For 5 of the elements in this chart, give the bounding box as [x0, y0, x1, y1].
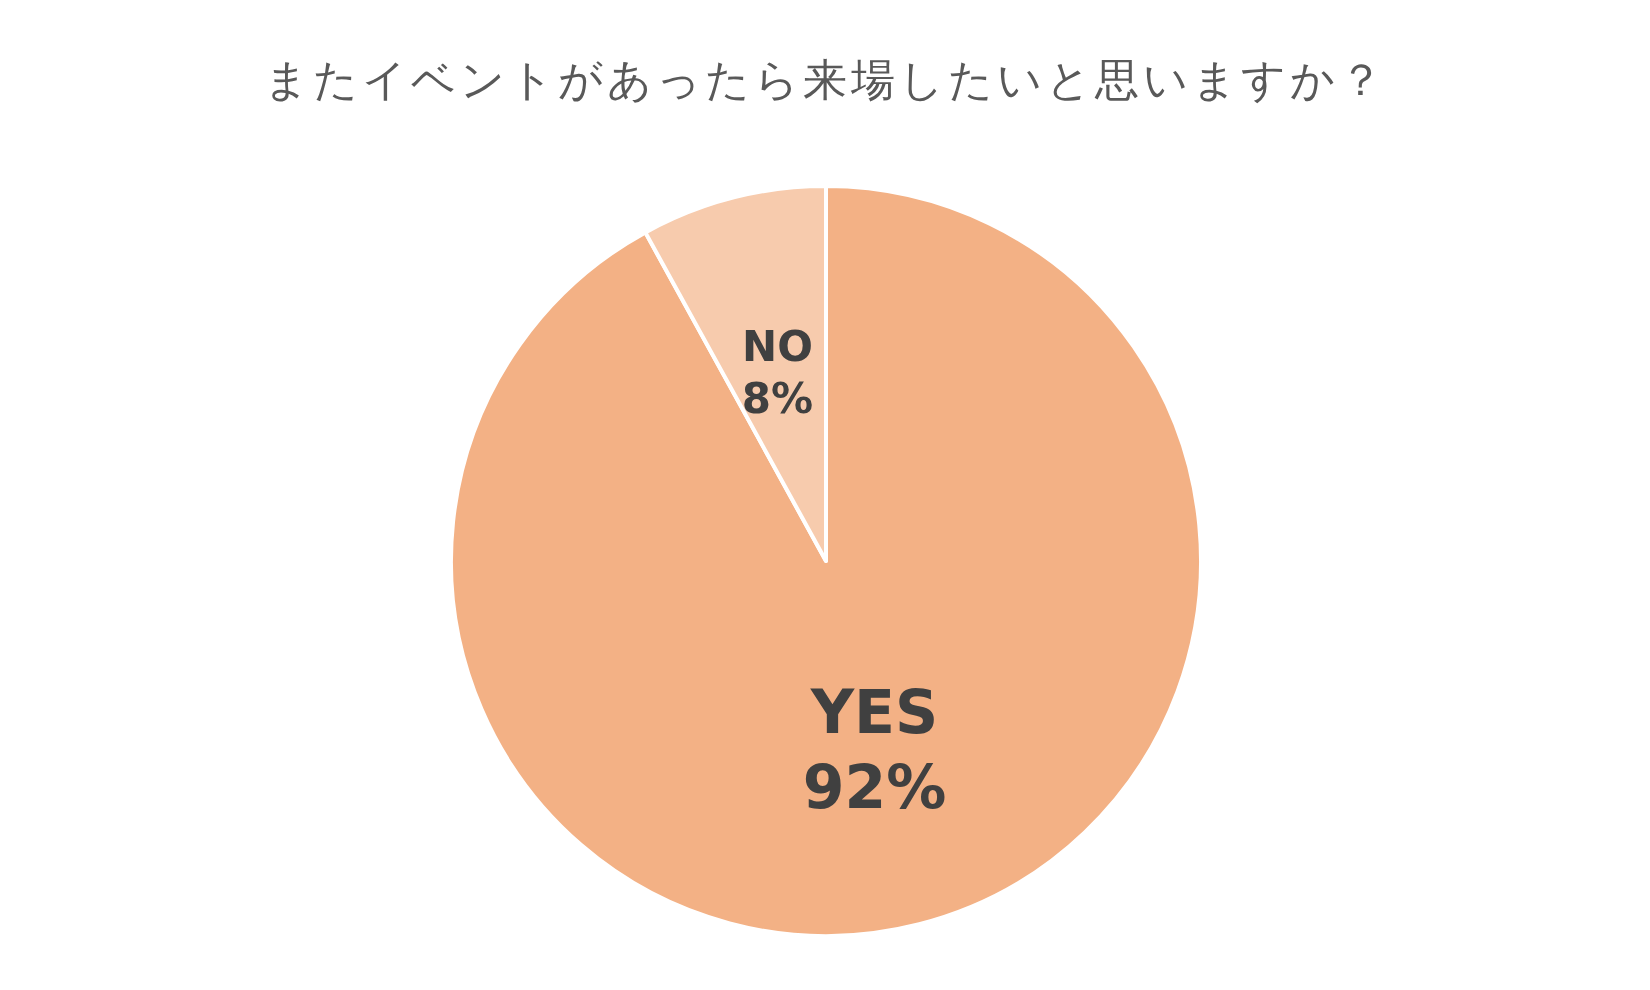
data-label: 92%	[802, 752, 947, 823]
slice-label: YES	[809, 677, 939, 748]
chart-title: またイベントがあったら来場したいと思いますか？	[263, 54, 1387, 105]
data-label: 8%	[741, 374, 814, 424]
slice-label: NO	[742, 321, 813, 371]
